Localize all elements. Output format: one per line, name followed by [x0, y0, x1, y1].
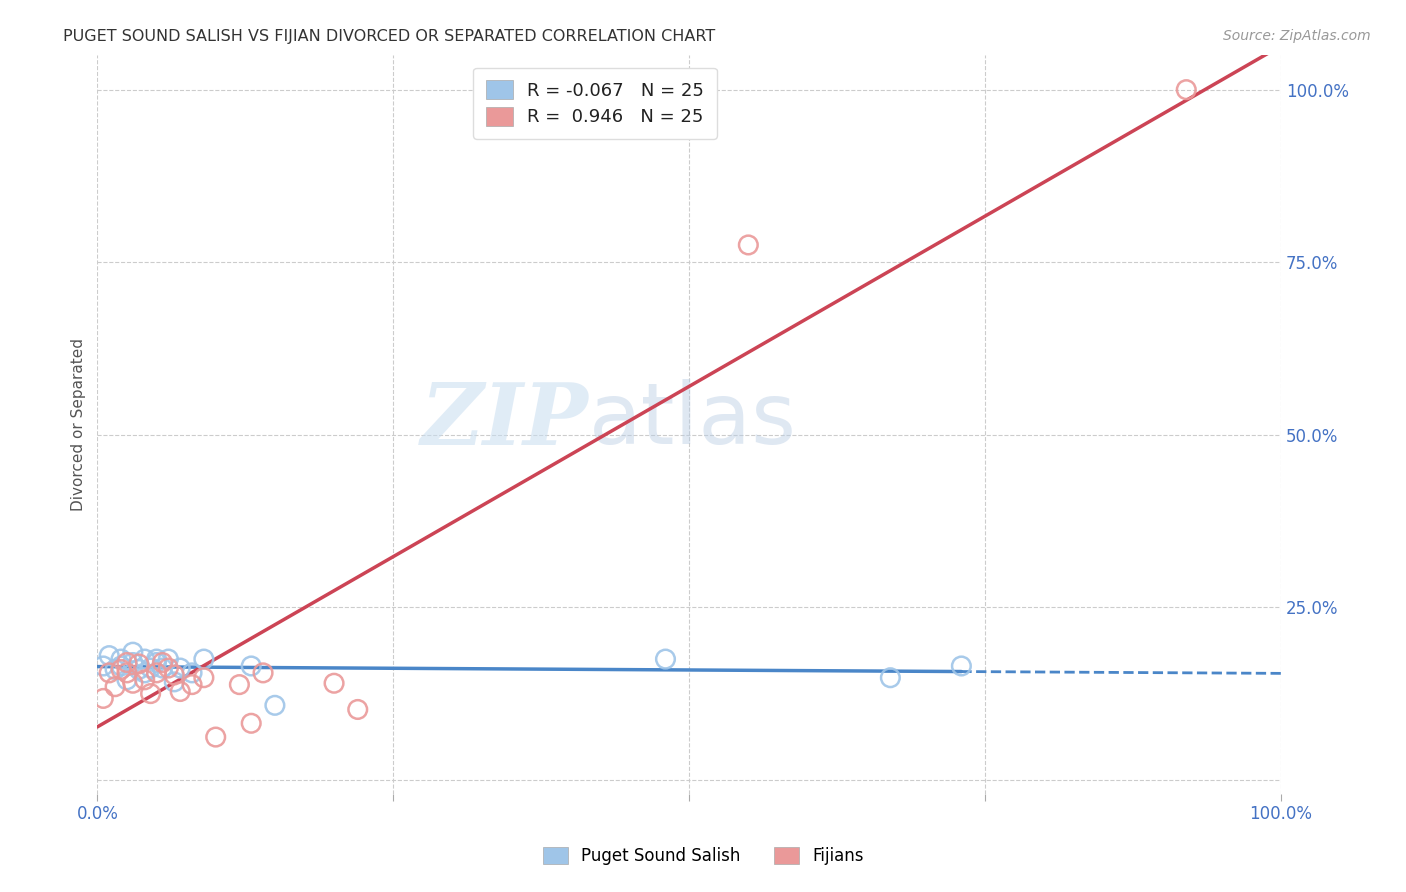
Point	[115, 673, 138, 687]
Point	[115, 656, 138, 670]
Point	[134, 673, 156, 687]
Point	[169, 684, 191, 698]
Point	[128, 657, 150, 671]
Point	[169, 661, 191, 675]
Text: atlas: atlas	[589, 379, 797, 462]
Point	[181, 678, 204, 692]
Point	[98, 648, 121, 663]
Legend: Puget Sound Salish, Fijians: Puget Sound Salish, Fijians	[531, 835, 875, 877]
Point	[264, 698, 287, 713]
Point	[121, 656, 143, 670]
Point	[181, 665, 204, 680]
Point	[879, 671, 901, 685]
Point	[104, 662, 127, 676]
Point	[252, 665, 274, 680]
Point	[91, 691, 114, 706]
Point	[110, 662, 132, 676]
Point	[110, 652, 132, 666]
Point	[91, 659, 114, 673]
Text: PUGET SOUND SALISH VS FIJIAN DIVORCED OR SEPARATED CORRELATION CHART: PUGET SOUND SALISH VS FIJIAN DIVORCED OR…	[63, 29, 716, 44]
Point	[654, 652, 676, 666]
Point	[346, 702, 368, 716]
Point	[115, 665, 138, 680]
Point	[163, 668, 186, 682]
Point	[134, 665, 156, 680]
Point	[134, 652, 156, 666]
Point	[110, 659, 132, 673]
Point	[139, 687, 162, 701]
Legend: R = -0.067   N = 25, R =  0.946   N = 25: R = -0.067 N = 25, R = 0.946 N = 25	[474, 68, 717, 139]
Point	[145, 656, 167, 670]
Point	[139, 661, 162, 675]
Point	[1175, 83, 1198, 97]
Point	[737, 238, 759, 252]
Point	[98, 665, 121, 680]
Point	[323, 676, 346, 690]
Point	[121, 645, 143, 659]
Point	[228, 678, 250, 692]
Text: Source: ZipAtlas.com: Source: ZipAtlas.com	[1223, 29, 1371, 43]
Point	[240, 659, 263, 673]
Text: ZIP: ZIP	[420, 379, 589, 462]
Point	[204, 730, 226, 744]
Point	[163, 674, 186, 689]
Point	[152, 656, 174, 670]
Point	[950, 659, 973, 673]
Point	[145, 652, 167, 666]
Point	[145, 665, 167, 680]
Point	[193, 652, 215, 666]
Point	[121, 676, 143, 690]
Point	[240, 716, 263, 731]
Point	[152, 661, 174, 675]
Point	[157, 652, 180, 666]
Point	[157, 661, 180, 675]
Y-axis label: Divorced or Separated: Divorced or Separated	[72, 338, 86, 511]
Point	[104, 680, 127, 694]
Point	[193, 671, 215, 685]
Point	[128, 662, 150, 676]
